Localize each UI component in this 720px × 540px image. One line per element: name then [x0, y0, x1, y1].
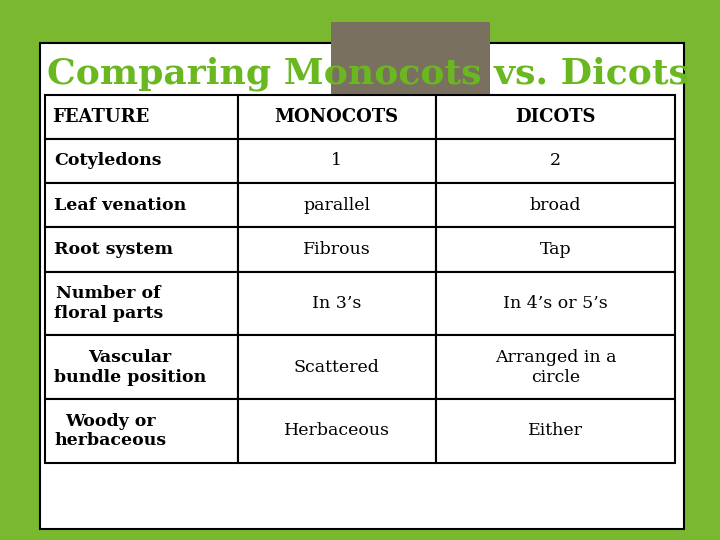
Text: Arranged in a
circle: Arranged in a circle — [495, 349, 616, 386]
Text: FEATURE: FEATURE — [53, 107, 150, 126]
Text: 2: 2 — [550, 152, 561, 170]
Text: 1: 1 — [331, 152, 342, 170]
Text: DICOTS: DICOTS — [516, 107, 596, 126]
Text: In 4’s or 5’s: In 4’s or 5’s — [503, 295, 608, 312]
Text: Scattered: Scattered — [294, 359, 379, 376]
Text: Comparing Monocots vs. Dicots: Comparing Monocots vs. Dicots — [47, 57, 688, 91]
Text: Tap: Tap — [540, 241, 572, 258]
Text: Root system: Root system — [54, 241, 173, 258]
Text: Vascular
bundle position: Vascular bundle position — [54, 349, 206, 386]
Text: parallel: parallel — [303, 197, 370, 214]
Text: In 3’s: In 3’s — [312, 295, 361, 312]
Text: Either: Either — [528, 422, 583, 440]
Text: Cotyledons: Cotyledons — [54, 152, 161, 170]
Text: broad: broad — [530, 197, 582, 214]
Text: MONOCOTS: MONOCOTS — [274, 107, 399, 126]
Text: Fibrous: Fibrous — [303, 241, 371, 258]
Text: Number of
floral parts: Number of floral parts — [54, 285, 163, 322]
Text: Woody or
herbaceous: Woody or herbaceous — [54, 413, 166, 449]
Text: Herbaceous: Herbaceous — [284, 422, 390, 440]
Text: Leaf venation: Leaf venation — [54, 197, 186, 214]
